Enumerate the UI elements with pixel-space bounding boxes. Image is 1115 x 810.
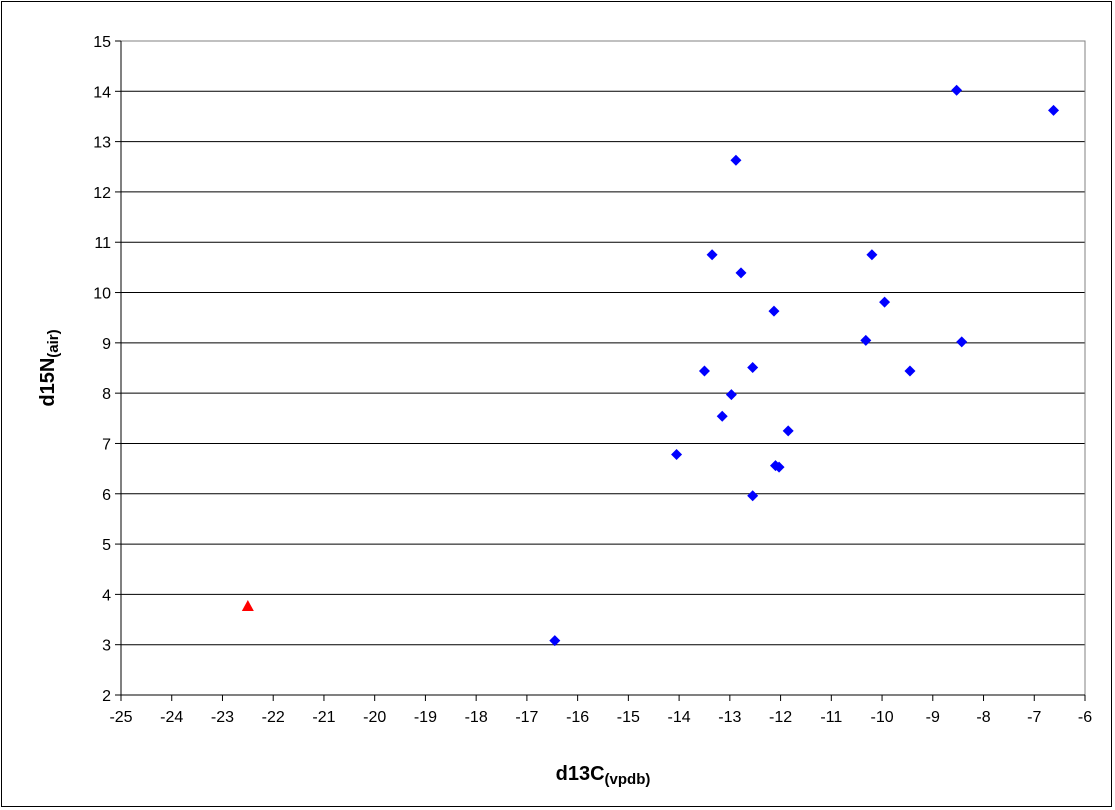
x-tick-label: -23 [211,709,234,726]
diamond-point [904,365,916,377]
x-tick-label: -17 [515,709,538,726]
y-tick-label: 6 [102,487,111,504]
diamond-point [725,389,737,401]
x-tick-label: -10 [870,709,893,726]
y-tick-label: 10 [93,286,111,303]
gridlines [121,40,1085,646]
diamond-point [773,461,785,473]
x-tick-label: -22 [262,709,285,726]
x-tick-label: -8 [976,709,990,726]
x-axis-title-main: d13C [556,763,605,785]
x-tick-label: -19 [414,709,437,726]
y-tick-label: 2 [102,688,111,705]
y-tick-label: 14 [93,84,111,101]
diamond-point [735,267,747,279]
plot-area-border [120,40,1086,696]
y-tick-label: 9 [102,336,111,353]
y-tick-label: 11 [94,235,111,252]
x-tick-label: -14 [668,709,691,726]
x-tick-label: -15 [617,709,640,726]
y-tick-label: 4 [102,587,111,604]
x-tick-label: -9 [926,709,940,726]
x-tick-label: -6 [1078,709,1092,726]
axes [115,40,1086,701]
data-points [241,84,1060,647]
x-tick-label: -16 [566,709,589,726]
x-axis-title-sub: (vpdb) [605,771,651,788]
diamond-point [860,334,872,346]
y-tick-label: 13 [93,135,111,152]
tick-labels: 2 3 4 5 6 7 8 9 10 11 12 13 14 15 -25 -24 -23 -22 -21 -20 -1… [93,34,1092,726]
y-tick-label: 12 [93,185,111,202]
x-tick-label: -18 [465,709,488,726]
diamond-point [698,365,710,377]
diamond-point [951,84,963,96]
diamond-point [549,635,561,647]
triangle-point [241,599,254,612]
y-tick-label: 5 [102,537,111,554]
x-tick-label: -12 [769,709,792,726]
diamond-point [747,490,759,502]
y-axis-title: d15N(air) [37,329,62,406]
diamond-point [782,425,794,437]
x-tick-label: -7 [1027,709,1041,726]
x-tick-label: -11 [820,709,842,726]
x-axis-title: d13C(vpdb) [556,763,651,788]
y-axis-title-sub: (air) [45,329,62,357]
x-tick-label: -24 [160,709,183,726]
diamond-point [730,154,742,166]
x-tick-label: -13 [718,709,741,726]
diamond-point [768,305,780,317]
x-tick-label: -21 [312,709,335,726]
x-tick-label: -25 [109,709,132,726]
diamond-point [956,336,968,348]
y-axis-title-main: d15N [37,358,59,407]
y-tick-label: 3 [102,638,111,655]
diamond-point [716,410,728,422]
diamond-point [866,249,878,261]
y-tick-label: 15 [93,34,111,51]
y-tick-label: 8 [102,386,111,403]
y-tick-label: 7 [102,436,111,453]
diamond-point [671,449,683,461]
diamond-point [1048,104,1060,116]
diamond-point [706,249,718,261]
diamond-point [879,296,891,308]
x-tick-label: -20 [363,709,386,726]
diamond-point [747,361,759,373]
